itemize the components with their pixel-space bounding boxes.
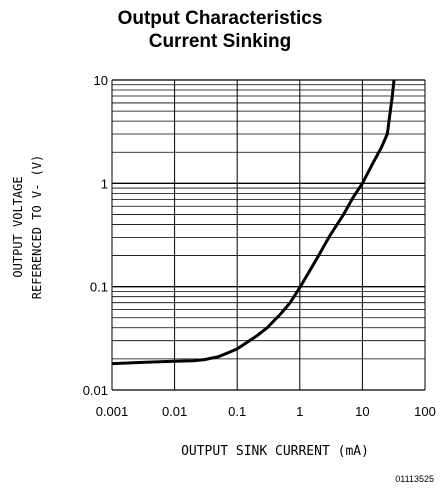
y-tick-label: 10 [94,73,108,88]
x-tick-label: 0.1 [228,404,246,419]
chart-subtitle: Current Sinking [148,31,292,52]
x-axis-label: OUTPUT SINK CURRENT (mA) [181,444,369,459]
series-line [111,79,396,366]
x-tick-label: 0.001 [96,404,129,419]
x-tick-label: 0.01 [162,404,187,419]
x-tick-label: 10 [355,404,369,419]
x-tick-label: 100 [414,404,436,419]
y-tick-label: 0.01 [83,383,108,398]
y-tick-label: 0.1 [90,280,108,295]
y-tick-label: 1 [101,176,108,191]
x-tick-label: 1 [296,404,303,419]
figure-code: 01113525 [395,474,434,484]
chart-title: Output Characteristics [117,8,323,29]
